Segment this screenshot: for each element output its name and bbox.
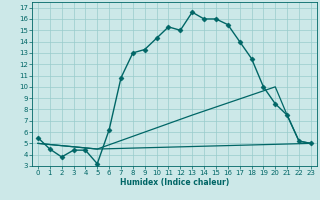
X-axis label: Humidex (Indice chaleur): Humidex (Indice chaleur) bbox=[120, 178, 229, 187]
